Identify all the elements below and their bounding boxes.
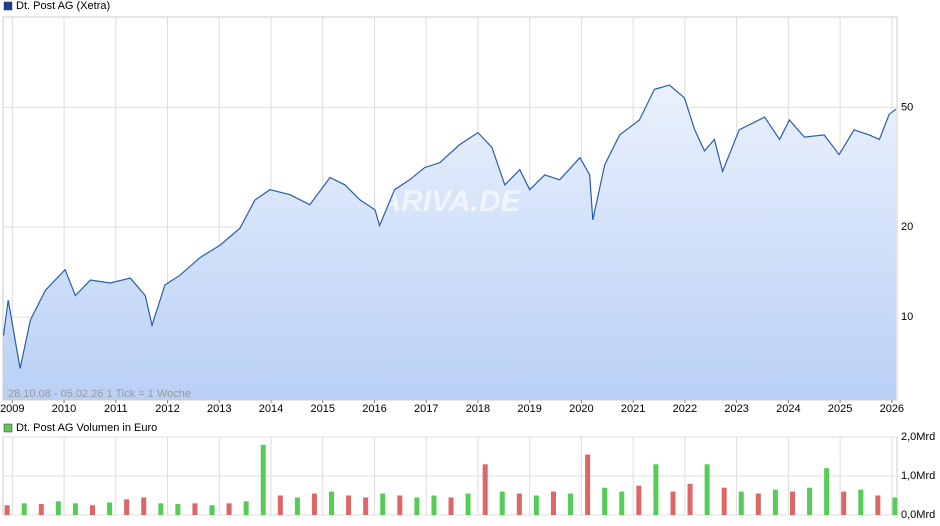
volume-bar [175,504,181,515]
x-tick-label: 2015 [310,403,334,415]
volume-bar [789,491,795,515]
volume-bar [260,444,266,515]
volume-bar [550,491,556,515]
x-tick-label: 2022 [673,403,697,415]
volume-bar [243,501,249,515]
volume-bar [875,495,881,515]
volume-bar [124,499,130,515]
volume-bar [619,491,625,515]
volume-bar [482,464,488,515]
x-tick-label: 2020 [569,403,593,415]
volume-bar [807,487,813,515]
volume-bar [329,491,335,515]
volume-bar [38,504,44,515]
volume-bar [568,493,574,515]
y-tick-label: 0,0Mrd [901,509,935,521]
volume-bar [687,483,693,515]
volume-bar [4,505,10,515]
x-tick-label: 2011 [104,403,128,415]
volume-bar [602,487,608,515]
x-tick-label: 2014 [259,403,283,415]
x-tick-label: 2023 [724,403,748,415]
volume-bar [431,495,437,515]
legend-swatch [3,423,13,433]
volume-bar [21,503,27,515]
x-tick-label: 2024 [776,403,800,415]
volume-bar [653,464,659,515]
volume-bar [277,495,283,515]
volume-bar [294,497,300,515]
volume-bar [107,502,113,515]
legend-label: Dt. Post AG Volumen in Euro [16,422,157,434]
x-tick-label: 2010 [52,403,76,415]
legend-swatch [3,1,13,11]
y-tick-label: 10 [901,311,913,323]
volume-bar [841,491,847,515]
annotation: 28.10.08 - 05.02.26 1 Tick = 1 Woche [8,388,191,400]
volume-bar [363,497,369,515]
x-tick-label: 2026 [880,403,904,415]
y-tick-label: 20 [901,221,913,233]
price-area [3,85,896,400]
volume-bar [380,493,386,515]
y-tick-label: 50 [901,101,913,113]
volume-bar [158,503,164,515]
volume-bar [516,493,522,515]
volume-bar [72,503,78,515]
volume-bar [209,505,215,515]
volume-bar [192,503,198,515]
volume-bar [397,495,403,515]
x-tick-label: 2021 [621,403,645,415]
watermark: ARIVA.DE [378,185,521,218]
x-tick-label: 2016 [362,403,386,415]
volume-bar [533,495,539,515]
x-tick-label: 2019 [517,403,541,415]
x-tick-label: 2012 [155,403,179,415]
volume-bar [141,497,147,515]
volume-bar [226,503,232,515]
volume-bar [55,501,61,515]
volume-bar [670,491,676,515]
volume-bar [311,493,317,515]
volume-bar [499,491,505,515]
volume-bar [90,505,96,515]
volume-bar [636,485,642,515]
volume-bar [465,493,471,515]
volume-bar [772,489,778,515]
volume-bar [755,493,761,515]
legend-label: Dt. Post AG (Xetra) [16,0,110,12]
x-tick-label: 2009 [0,403,24,415]
volume-bar [721,487,727,515]
y-tick-label: 2,0Mrd [901,431,935,443]
y-tick-label: 1,0Mrd [901,470,935,482]
volume-bar [585,454,591,515]
x-tick-label: 2017 [414,403,438,415]
volume-bar [704,464,710,515]
x-tick-label: 2025 [828,403,852,415]
price-line [2,84,897,369]
volume-bar [346,495,352,515]
x-tick-label: 2018 [466,403,490,415]
x-tick-label: 2013 [207,403,231,415]
volume-bar [414,497,420,515]
volume-bar [448,497,454,515]
volume-bar [858,489,864,515]
volume-bar [824,468,830,515]
volume-bar [738,491,744,515]
volume-bar [892,497,898,515]
